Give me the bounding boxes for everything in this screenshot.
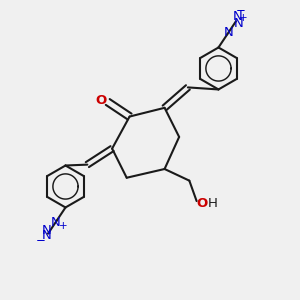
Text: N: N [42, 224, 51, 237]
Text: −: − [236, 4, 245, 17]
Text: N: N [233, 17, 243, 30]
Text: O: O [197, 197, 208, 211]
Text: N: N [50, 215, 60, 229]
Text: +: + [59, 221, 68, 231]
Text: O: O [96, 94, 107, 107]
Text: N: N [224, 26, 234, 39]
Text: +: + [239, 13, 248, 23]
Text: −: − [36, 235, 46, 248]
Text: N: N [42, 229, 51, 242]
Text: H: H [208, 197, 218, 211]
Text: N: N [232, 11, 242, 23]
